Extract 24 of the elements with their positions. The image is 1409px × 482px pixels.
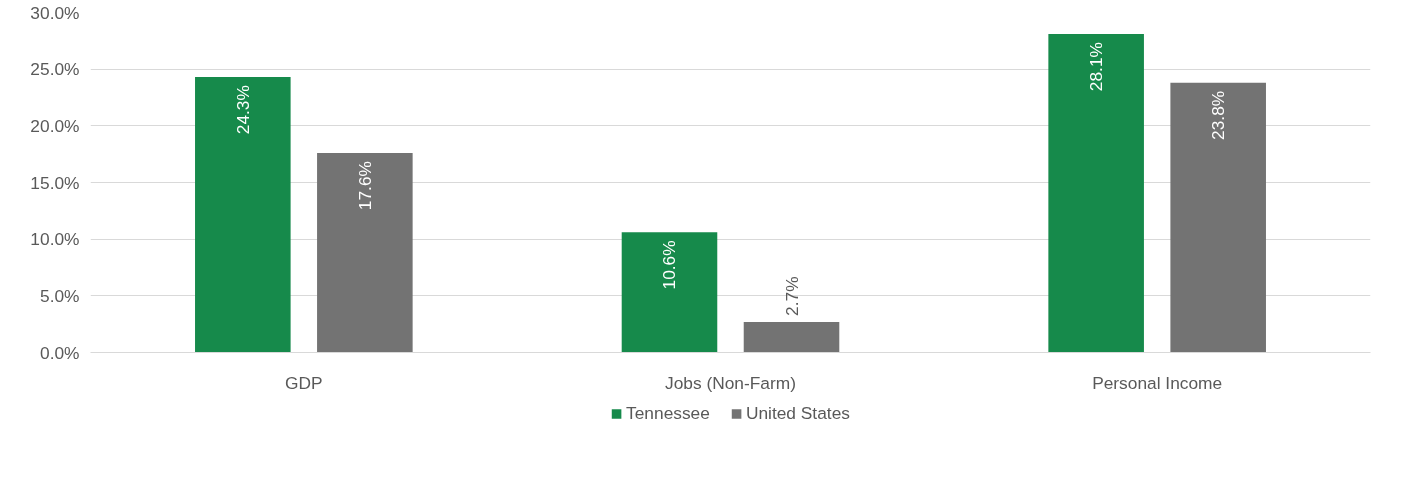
data-label: 10.6% bbox=[659, 240, 680, 290]
bar bbox=[317, 153, 413, 353]
bar bbox=[1170, 82, 1266, 353]
bar bbox=[195, 77, 291, 353]
legend-label: Tennessee bbox=[626, 402, 710, 424]
x-tick-label: GDP bbox=[285, 372, 323, 393]
y-tick-label: 5.0% bbox=[40, 285, 80, 306]
bar bbox=[743, 321, 840, 353]
y-tick-label: 0.0% bbox=[40, 342, 80, 363]
y-tick-label: 15.0% bbox=[30, 172, 80, 193]
y-tick-label: 25.0% bbox=[30, 59, 80, 80]
legend-label: United States bbox=[745, 402, 850, 424]
x-tick-label: Personal Income bbox=[1092, 372, 1223, 393]
y-tick-label: 10.0% bbox=[30, 229, 80, 250]
data-label: 24.3% bbox=[232, 85, 253, 135]
bar bbox=[621, 232, 718, 353]
x-tick-label: Jobs (Non-Farm) bbox=[665, 372, 796, 393]
data-label: 17.6% bbox=[354, 161, 375, 211]
bar bbox=[1048, 34, 1144, 353]
y-tick-label: 30.0% bbox=[30, 2, 80, 23]
data-label: 23.8% bbox=[1208, 90, 1229, 140]
data-label: 2.7% bbox=[781, 276, 802, 316]
data-label: 28.1% bbox=[1086, 42, 1107, 92]
y-tick-label: 20.0% bbox=[30, 115, 80, 136]
